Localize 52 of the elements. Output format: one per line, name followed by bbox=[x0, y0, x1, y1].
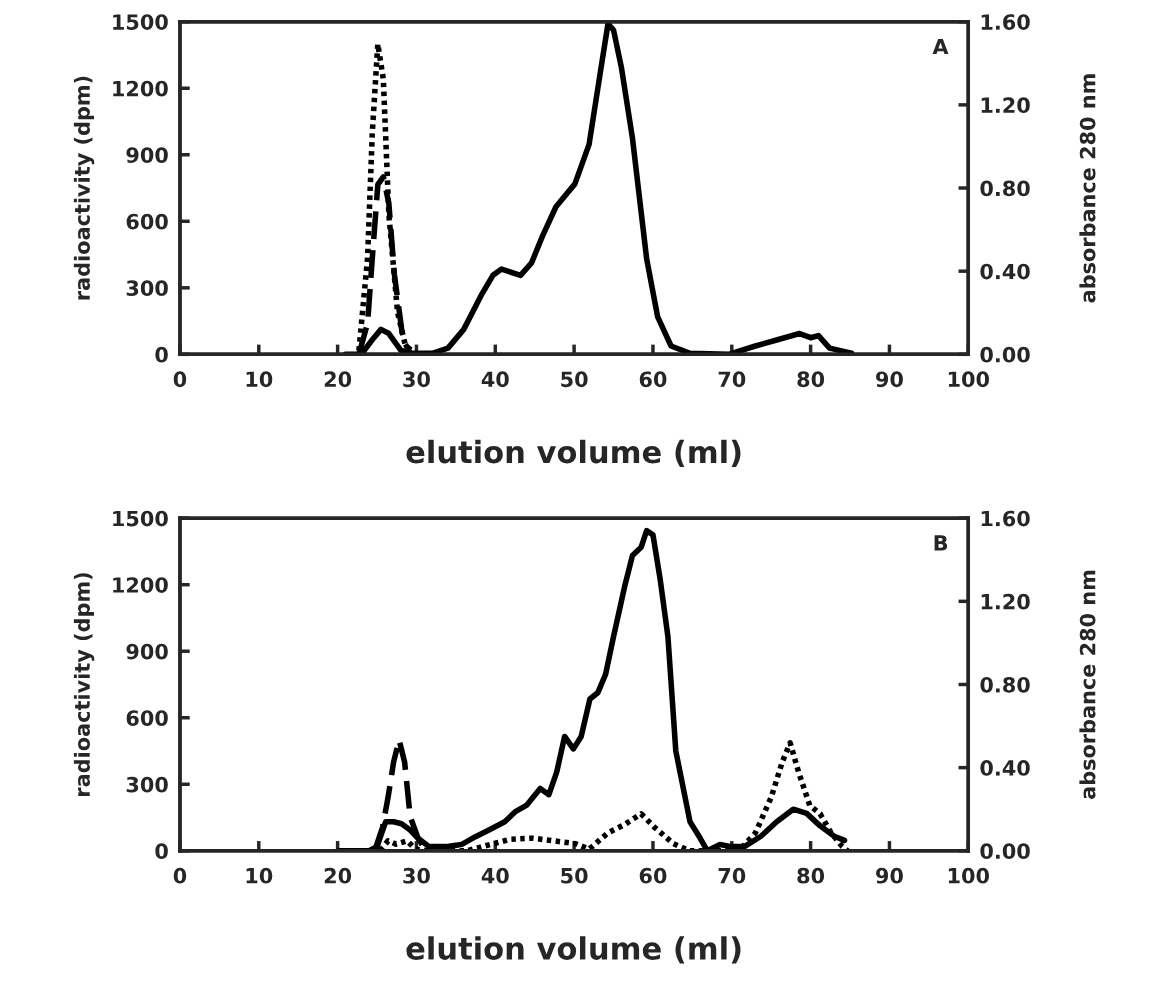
x-tick-label: 30 bbox=[403, 867, 430, 884]
y-tick-label: 900 bbox=[126, 147, 168, 163]
annotation: A bbox=[932, 38, 949, 55]
x-tick-label: 70 bbox=[718, 371, 746, 388]
y-tick-label: 1500 bbox=[113, 14, 168, 30]
x-tick-label: 100 bbox=[948, 371, 990, 388]
x-tick-label: 80 bbox=[797, 867, 825, 884]
x-tick-label: 70 bbox=[718, 867, 746, 884]
y2-tick-label: 0.80 bbox=[980, 180, 1030, 197]
y2-axis-title: absorbance 280 nm bbox=[1079, 570, 1096, 799]
y2-tick-label: 1.60 bbox=[981, 510, 1030, 527]
x-tick-label: 80 bbox=[797, 371, 825, 388]
y2-tick-label: 1.20 bbox=[981, 97, 1030, 114]
x-tick-label: 100 bbox=[948, 867, 990, 884]
x-tick-label: 20 bbox=[324, 371, 352, 388]
x-tick-label: 40 bbox=[481, 371, 509, 388]
y2-tick-label: 1.20 bbox=[981, 593, 1030, 610]
x-tick-label: 0 bbox=[173, 867, 187, 884]
x-tick-label: 0 bbox=[173, 371, 187, 388]
x-tick-label: 10 bbox=[246, 867, 273, 884]
y-tick-label: 0 bbox=[155, 843, 168, 860]
y2-tick-label: 0.00 bbox=[980, 346, 1030, 363]
y2-tick-label: 1.60 bbox=[981, 14, 1030, 30]
x-tick-label: 50 bbox=[561, 371, 588, 388]
x-tick-label: 30 bbox=[403, 371, 430, 388]
x-tick-label: 90 bbox=[876, 867, 903, 884]
y2-axis-title: absorbance 280 nm bbox=[1079, 74, 1096, 303]
y-tick-label: 600 bbox=[126, 213, 168, 230]
y-axis-title: radioactivity (dpm) bbox=[73, 76, 95, 300]
x-axis-title: elution volume (ml) bbox=[406, 936, 741, 964]
y-tick-label: 900 bbox=[126, 643, 168, 660]
annotation: B bbox=[934, 535, 948, 551]
x-tick-label: 90 bbox=[876, 371, 903, 388]
y2-tick-label: 0.40 bbox=[980, 263, 1030, 280]
y2-tick-label: 0.80 bbox=[980, 676, 1030, 693]
x-tick-label: 60 bbox=[639, 371, 667, 388]
y-tick-label: 0 bbox=[155, 346, 168, 363]
x-tick-label: 40 bbox=[481, 867, 509, 884]
y2-tick-label: 0.40 bbox=[980, 760, 1030, 776]
y-tick-label: 600 bbox=[126, 710, 168, 726]
x-tick-label: 10 bbox=[246, 371, 273, 388]
x-tick-label: 20 bbox=[324, 867, 352, 884]
y-tick-label: 1500 bbox=[113, 510, 168, 527]
x-tick-label: 50 bbox=[561, 867, 588, 884]
x-tick-label: 60 bbox=[639, 867, 667, 884]
y-tick-label: 1200 bbox=[113, 577, 168, 593]
y-tick-label: 300 bbox=[126, 280, 168, 297]
y2-tick-label: 0.00 bbox=[980, 843, 1030, 860]
y-tick-label: 1200 bbox=[113, 80, 168, 97]
y-tick-label: 300 bbox=[126, 776, 168, 793]
x-axis-title: elution volume (ml) bbox=[406, 439, 741, 468]
y-axis-title: radioactivity (dpm) bbox=[73, 573, 95, 796]
